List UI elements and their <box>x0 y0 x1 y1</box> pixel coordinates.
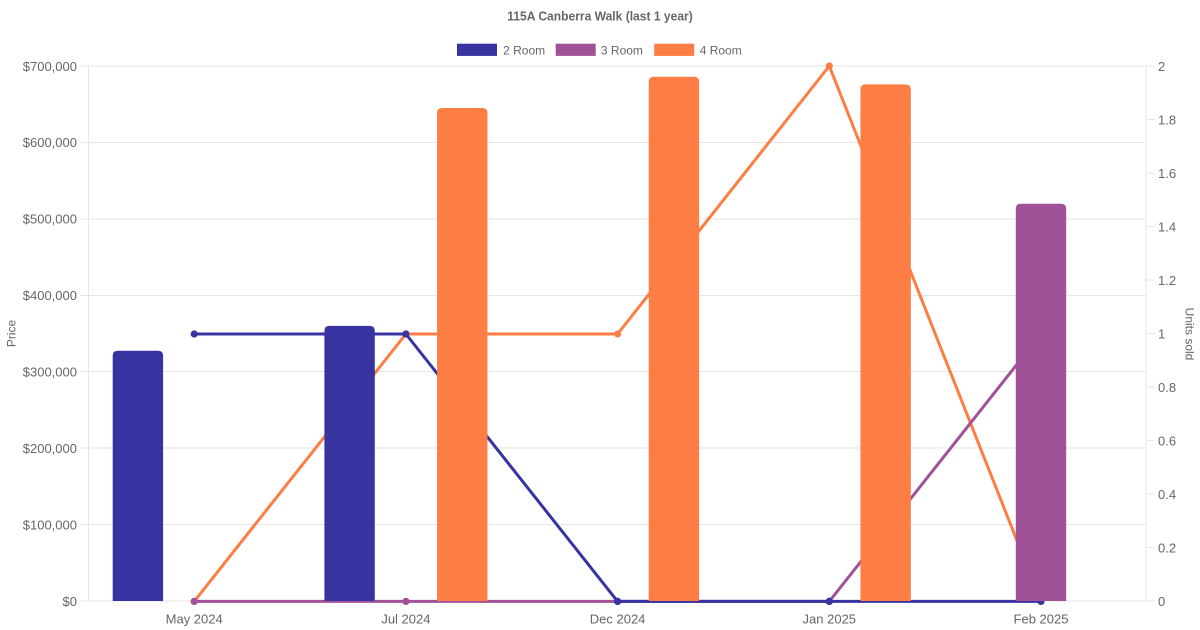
svg-text:Dec 2024: Dec 2024 <box>590 612 646 627</box>
svg-text:$700,000: $700,000 <box>23 59 77 74</box>
svg-text:3 Room: 3 Room <box>601 43 643 57</box>
svg-text:1.6: 1.6 <box>1158 166 1176 181</box>
svg-text:Jul 2024: Jul 2024 <box>381 612 430 627</box>
svg-text:0: 0 <box>1158 594 1165 609</box>
svg-text:$600,000: $600,000 <box>23 135 77 150</box>
svg-text:0.2: 0.2 <box>1158 540 1176 555</box>
svg-text:Units sold: Units sold <box>1183 308 1197 361</box>
svg-text:0.4: 0.4 <box>1158 487 1176 502</box>
svg-text:1: 1 <box>1158 326 1165 341</box>
svg-text:Jan 2025: Jan 2025 <box>803 612 857 627</box>
svg-text:0.8: 0.8 <box>1158 380 1176 395</box>
svg-text:4 Room: 4 Room <box>700 43 742 57</box>
svg-text:1.8: 1.8 <box>1158 112 1176 127</box>
svg-text:1.2: 1.2 <box>1158 273 1176 288</box>
svg-text:$0: $0 <box>63 594 77 609</box>
svg-text:$500,000: $500,000 <box>23 212 77 227</box>
svg-text:$400,000: $400,000 <box>23 288 77 303</box>
svg-text:$300,000: $300,000 <box>23 364 77 379</box>
svg-text:1.4: 1.4 <box>1158 219 1176 234</box>
svg-text:115A Canberra Walk (last 1 yea: 115A Canberra Walk (last 1 year) <box>507 9 693 23</box>
svg-text:May 2024: May 2024 <box>166 612 223 627</box>
svg-text:Price: Price <box>5 320 19 348</box>
svg-text:$200,000: $200,000 <box>23 441 77 456</box>
svg-text:Feb 2025: Feb 2025 <box>1014 612 1069 627</box>
svg-text:0.6: 0.6 <box>1158 433 1176 448</box>
svg-text:2: 2 <box>1158 59 1165 74</box>
svg-text:2 Room: 2 Room <box>503 43 545 57</box>
svg-text:$100,000: $100,000 <box>23 517 77 532</box>
